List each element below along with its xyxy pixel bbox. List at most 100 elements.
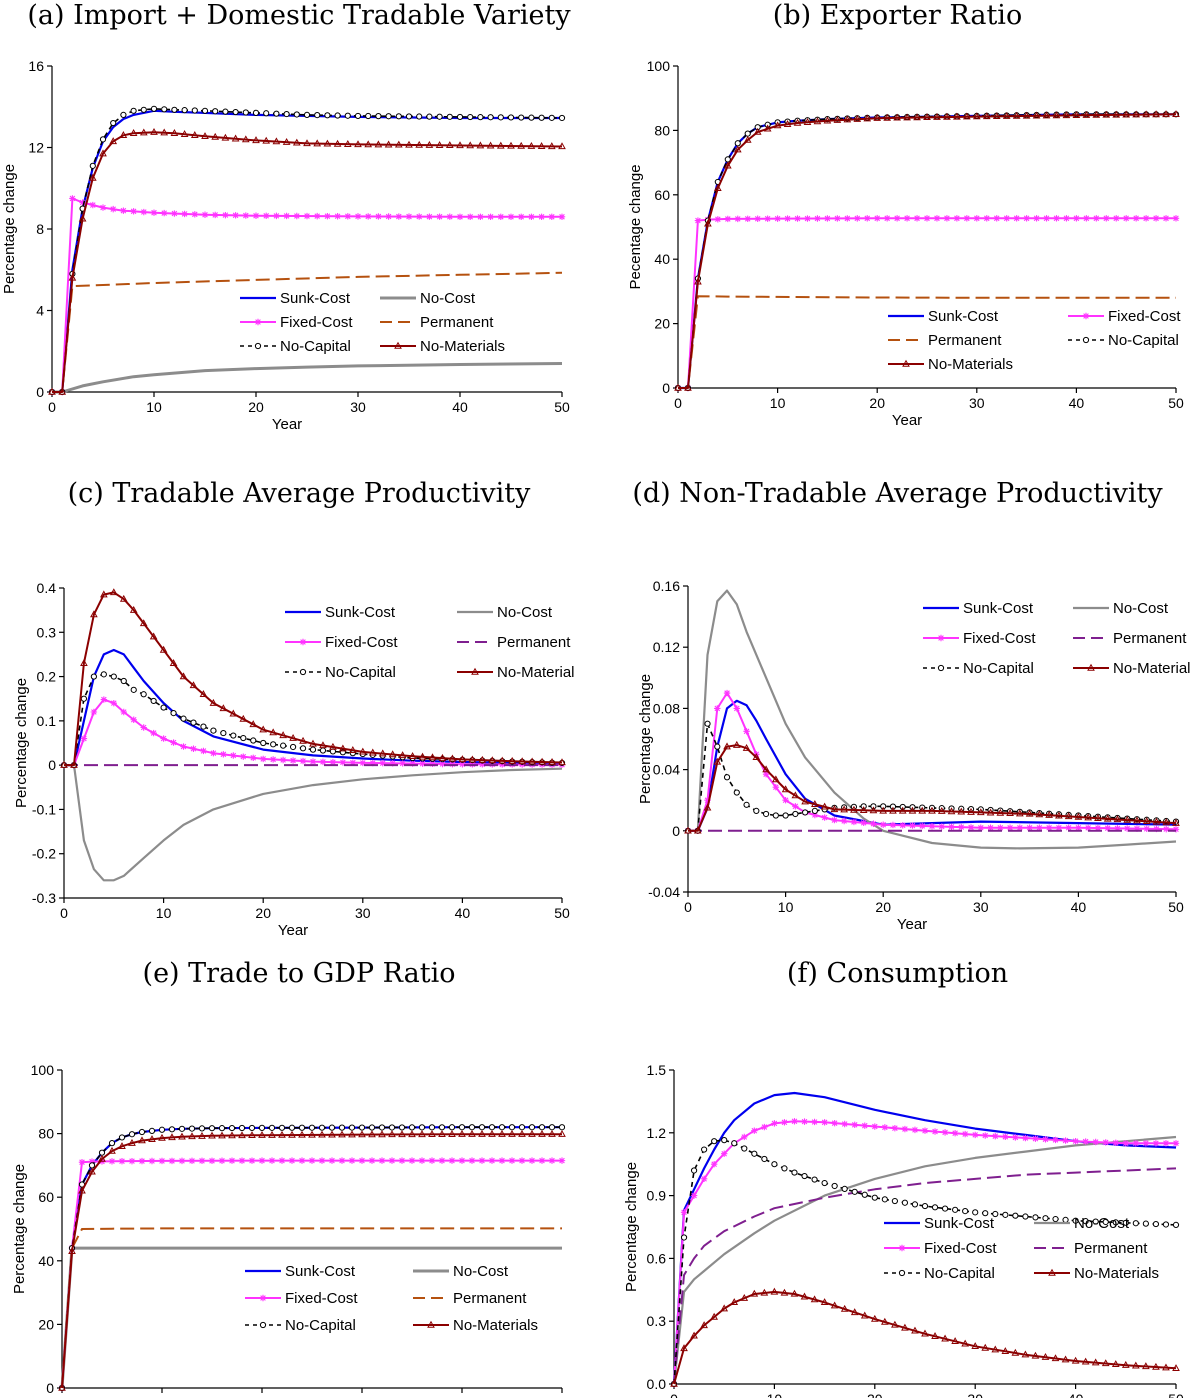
series-no-cost bbox=[52, 362, 563, 394]
data-point bbox=[108, 1140, 116, 1147]
data-point bbox=[870, 820, 877, 827]
data-point bbox=[188, 1132, 196, 1140]
data-point bbox=[901, 1125, 909, 1133]
legend: Sunk-Cost No-Cost Fixed-Cost Permanent No-Ca… bbox=[285, 604, 575, 681]
data-point bbox=[860, 1311, 869, 1319]
data-point bbox=[118, 1158, 126, 1165]
data-point bbox=[703, 803, 712, 811]
data-point bbox=[801, 1118, 808, 1125]
data-point bbox=[684, 383, 692, 391]
data-point bbox=[804, 215, 811, 222]
data-point bbox=[188, 1125, 196, 1132]
y-tick-label: 20 bbox=[38, 1316, 54, 1332]
data-point bbox=[378, 1124, 386, 1131]
data-point bbox=[110, 673, 117, 680]
series-line bbox=[52, 197, 562, 393]
data-point bbox=[293, 111, 300, 118]
data-point bbox=[118, 1134, 126, 1141]
x-tick-label: 30 bbox=[967, 1391, 983, 1398]
data-point bbox=[801, 1172, 808, 1180]
data-point bbox=[874, 215, 881, 222]
data-point bbox=[1172, 826, 1180, 833]
data-point bbox=[222, 108, 229, 115]
data-point bbox=[690, 1331, 698, 1339]
data-point bbox=[298, 1157, 306, 1164]
data-point bbox=[851, 1121, 858, 1129]
data-point bbox=[208, 1125, 216, 1132]
data-point bbox=[860, 819, 867, 827]
data-point bbox=[992, 1132, 999, 1140]
data-point bbox=[268, 1124, 276, 1131]
y-tick-label: 40 bbox=[654, 251, 670, 267]
legend-label: No-Material bbox=[497, 664, 575, 681]
data-point bbox=[813, 117, 822, 125]
data-point bbox=[694, 277, 702, 285]
chart-b: 0 20 40 60 80 100 0 10 20 30 40 50 Year Pecentage cha… bbox=[627, 58, 1184, 429]
data-point bbox=[1062, 1216, 1069, 1223]
data-point bbox=[901, 1199, 909, 1206]
x-tick-label: 0 bbox=[60, 905, 68, 921]
x-tick-label: 10 bbox=[146, 399, 162, 415]
data-point bbox=[811, 1118, 818, 1126]
data-point bbox=[398, 751, 407, 759]
y-tick-label: 0 bbox=[662, 380, 670, 396]
data-point bbox=[881, 1196, 888, 1203]
x-tick-label: 0 bbox=[670, 1391, 678, 1398]
data-point bbox=[1121, 1360, 1130, 1368]
data-point bbox=[1006, 809, 1014, 817]
data-point bbox=[1142, 1140, 1150, 1147]
series-line bbox=[64, 591, 563, 767]
data-point bbox=[810, 1295, 819, 1303]
data-point bbox=[864, 215, 871, 222]
data-point bbox=[171, 106, 178, 113]
data-point bbox=[744, 215, 751, 223]
y-tick-label: 0.12 bbox=[653, 639, 680, 655]
series-line bbox=[52, 362, 563, 394]
data-point bbox=[438, 1124, 446, 1131]
data-point bbox=[201, 132, 209, 139]
data-point bbox=[1091, 1358, 1100, 1366]
data-point bbox=[428, 1130, 436, 1138]
data-point bbox=[446, 213, 453, 220]
data-point bbox=[408, 1157, 416, 1164]
data-point bbox=[1162, 1363, 1170, 1371]
x-tick-label: 40 bbox=[454, 1395, 470, 1398]
data-point bbox=[283, 110, 290, 118]
data-point bbox=[319, 741, 327, 749]
data-point bbox=[288, 1124, 296, 1131]
data-point bbox=[938, 823, 945, 830]
data-point bbox=[148, 1127, 156, 1134]
data-point bbox=[977, 824, 984, 831]
data-point bbox=[1003, 215, 1010, 222]
data-point bbox=[898, 806, 907, 814]
data-point bbox=[733, 145, 742, 153]
series-sunk-cost bbox=[60, 1126, 562, 1389]
data-point bbox=[218, 1125, 226, 1132]
data-point bbox=[933, 215, 941, 222]
x-tick-label: 30 bbox=[969, 395, 985, 411]
data-point bbox=[318, 1130, 326, 1138]
data-point bbox=[289, 743, 297, 751]
data-point bbox=[181, 107, 188, 114]
data-point bbox=[761, 1155, 768, 1163]
data-point bbox=[212, 211, 219, 219]
legend-label: No-Material bbox=[1113, 660, 1191, 677]
chart-a: 0 4 8 12 16 0 10 20 30 40 50 Year Percentage change S… bbox=[1, 58, 570, 433]
data-point bbox=[258, 1124, 266, 1131]
data-point bbox=[324, 212, 331, 220]
data-point bbox=[983, 215, 990, 222]
data-point bbox=[1042, 1215, 1049, 1222]
data-point bbox=[1002, 111, 1011, 119]
data-point bbox=[721, 1137, 728, 1144]
data-point bbox=[996, 808, 1005, 816]
data-point bbox=[1032, 1214, 1039, 1221]
data-point bbox=[962, 1207, 969, 1215]
data-point bbox=[218, 1157, 226, 1164]
data-point bbox=[861, 1191, 868, 1198]
data-point bbox=[100, 696, 108, 703]
data-point bbox=[871, 1194, 878, 1201]
data-point bbox=[781, 785, 790, 793]
y-tick-label: 12 bbox=[28, 140, 44, 156]
data-point bbox=[1016, 824, 1024, 831]
data-point bbox=[1055, 824, 1063, 831]
